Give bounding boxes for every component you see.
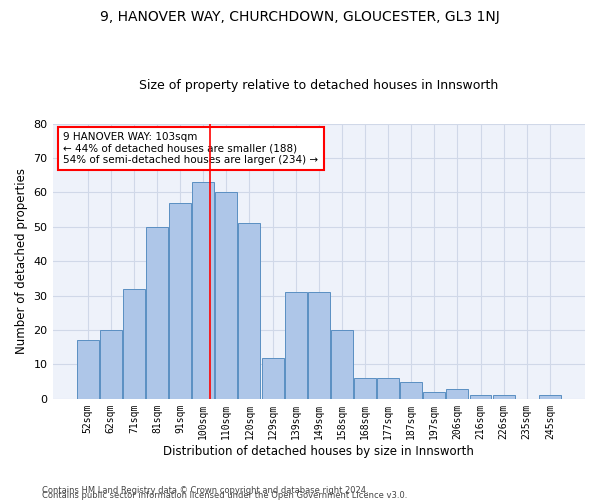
Bar	[470, 396, 491, 399]
Text: Contains public sector information licensed under the Open Government Licence v3: Contains public sector information licen…	[42, 491, 407, 500]
Title: Size of property relative to detached houses in Innsworth: Size of property relative to detached ho…	[139, 79, 499, 92]
Bar	[308, 292, 330, 399]
Bar	[377, 378, 399, 399]
Bar	[215, 192, 238, 399]
Bar	[238, 224, 260, 399]
Bar	[77, 340, 98, 399]
Bar	[539, 396, 561, 399]
Bar	[331, 330, 353, 399]
Bar	[146, 227, 168, 399]
Text: 9, HANOVER WAY, CHURCHDOWN, GLOUCESTER, GL3 1NJ: 9, HANOVER WAY, CHURCHDOWN, GLOUCESTER, …	[100, 10, 500, 24]
Bar	[493, 396, 515, 399]
Text: 9 HANOVER WAY: 103sqm
← 44% of detached houses are smaller (188)
54% of semi-det: 9 HANOVER WAY: 103sqm ← 44% of detached …	[63, 132, 319, 165]
Bar	[100, 330, 122, 399]
X-axis label: Distribution of detached houses by size in Innsworth: Distribution of detached houses by size …	[163, 444, 474, 458]
Bar	[400, 382, 422, 399]
Bar	[354, 378, 376, 399]
Bar	[424, 392, 445, 399]
Bar	[192, 182, 214, 399]
Y-axis label: Number of detached properties: Number of detached properties	[15, 168, 28, 354]
Bar	[169, 203, 191, 399]
Bar	[284, 292, 307, 399]
Bar	[446, 388, 469, 399]
Text: Contains HM Land Registry data © Crown copyright and database right 2024.: Contains HM Land Registry data © Crown c…	[42, 486, 368, 495]
Bar	[123, 289, 145, 399]
Bar	[262, 358, 284, 399]
